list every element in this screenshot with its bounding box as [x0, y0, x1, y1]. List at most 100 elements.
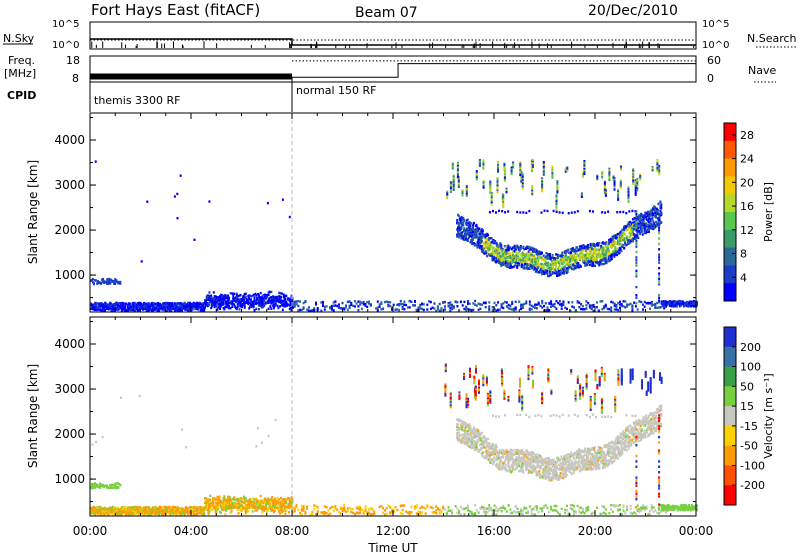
range-cell: [658, 213, 661, 216]
range-cell: [558, 303, 561, 306]
range-cell: [551, 254, 554, 257]
range-cell: [541, 263, 543, 266]
range-cell: [171, 302, 174, 305]
range-cell: [570, 211, 573, 214]
range-cell: [299, 300, 302, 303]
range-cell: [265, 297, 267, 300]
range-cell: [467, 236, 470, 240]
range-cell: [426, 303, 429, 306]
range-cell: [206, 499, 209, 502]
range-cell: [234, 498, 237, 501]
range-cell: [594, 249, 597, 253]
range-cell: [510, 247, 513, 251]
range-cell: [487, 241, 490, 245]
range-cell: [595, 258, 598, 262]
range-cell: [528, 303, 531, 306]
range-cell: [585, 307, 588, 310]
range-cell: [585, 300, 588, 303]
range-cell: [654, 207, 657, 210]
range-cell: [229, 507, 232, 510]
range-cell: [457, 214, 460, 218]
range-cell: [489, 183, 492, 187]
range-cell: [215, 296, 218, 299]
range-cell: [389, 305, 392, 308]
range-cell: [345, 304, 347, 307]
range-cell: [459, 234, 462, 237]
freq-segment: [90, 73, 292, 80]
range-cell: [569, 309, 572, 312]
range-cell: [521, 305, 524, 308]
range-cell: [120, 508, 123, 511]
range-cell: [132, 506, 135, 509]
range-cell: [544, 309, 547, 312]
range-cell: [560, 302, 563, 306]
range-cell: [573, 306, 575, 309]
range-cell: [620, 243, 623, 246]
range-cell: [325, 305, 328, 308]
range-cell: [484, 245, 487, 248]
range-cell: [403, 308, 406, 311]
range-cell: [588, 263, 591, 266]
range-cell: [252, 304, 255, 307]
range-cell: [555, 200, 558, 203]
range-cell: [594, 247, 596, 250]
range-cell: [235, 292, 238, 295]
range-cell: [482, 183, 485, 186]
range-cell: [452, 183, 455, 187]
range-cell: [515, 261, 518, 265]
range-cell: [561, 266, 564, 269]
range-cell: [360, 301, 363, 305]
range-cell: [480, 237, 483, 240]
range-cell: [656, 306, 659, 309]
range-cell: [680, 300, 683, 303]
range-cell: [531, 191, 534, 194]
range-cell: [631, 304, 634, 307]
range-cell: [632, 230, 634, 234]
range-cell: [599, 253, 602, 256]
range-cell: [528, 308, 531, 311]
range-cell: [496, 178, 499, 181]
range-cell: [680, 303, 683, 306]
range-cell: [509, 252, 512, 255]
range-cell: [205, 502, 208, 505]
range-cell: [444, 305, 446, 308]
range-cell: [497, 168, 499, 172]
range-cell: [306, 308, 309, 311]
range-cell: [282, 293, 285, 296]
range-cell: [620, 249, 623, 253]
range-cell: [581, 254, 584, 258]
range-cell: [153, 308, 156, 311]
range-cell: [478, 162, 481, 165]
range-cell: [603, 180, 606, 184]
range-cell: [656, 212, 659, 215]
range-cell: [494, 240, 497, 243]
range-cell: [588, 248, 591, 251]
range-cell: [634, 185, 637, 188]
range-cell: [175, 307, 178, 310]
power-ylabel: Slant Range [km]: [26, 160, 40, 264]
range-cell: [251, 300, 254, 303]
range-cell: [348, 306, 351, 310]
range-cell: [549, 263, 552, 266]
nsky-tick-low: 10^0: [52, 40, 79, 51]
range-cell: [498, 247, 501, 250]
range-cell: [603, 182, 606, 185]
range-cell: [601, 254, 604, 257]
range-cell: [496, 187, 499, 191]
range-cell: [472, 238, 474, 241]
range-cell: [457, 177, 460, 181]
range-cell: [272, 301, 275, 304]
range-cell: [362, 303, 365, 306]
range-cell: [478, 227, 481, 230]
range-cell: [457, 235, 460, 238]
range-cell: [231, 501, 234, 504]
range-cell: [685, 300, 688, 304]
range-cell: [137, 507, 140, 511]
range-cell: [510, 171, 513, 174]
range-cell: [280, 302, 283, 306]
range-cell: [636, 308, 639, 311]
range-cell: [586, 252, 588, 255]
range-cell: [273, 304, 276, 308]
range-cell: [242, 497, 244, 500]
range-cell: [213, 497, 216, 500]
